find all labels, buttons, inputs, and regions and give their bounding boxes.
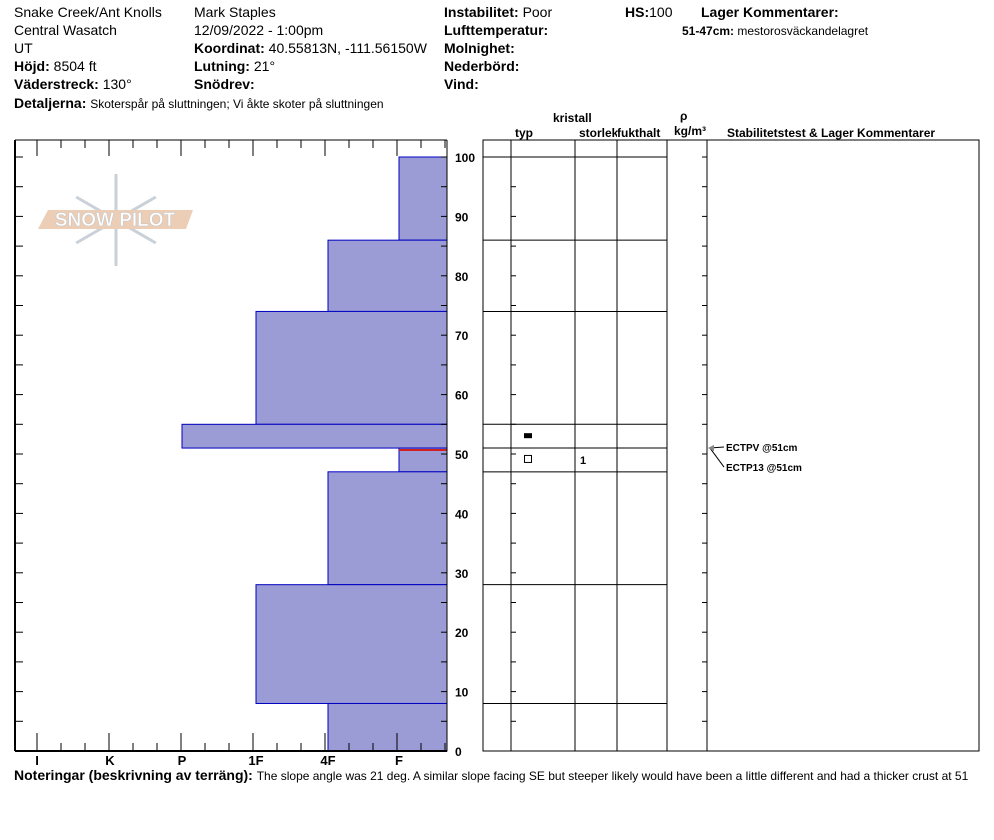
x-tick-label: I <box>35 753 39 768</box>
hardness-layer-4 <box>398 447 448 473</box>
hardness-layer-2 <box>255 310 448 425</box>
arrow-head-icon <box>708 445 714 452</box>
stability-test: ECTP13 @51cm <box>726 463 802 474</box>
layer-comment: 51-47cm: mestorosväckandelagret <box>682 24 869 38</box>
y-tick-label: 10 <box>455 686 469 700</box>
logo-text: SNOW PILOT <box>55 210 176 231</box>
header-moisture: fukthalt <box>617 126 661 140</box>
x-tick-label: P <box>178 753 187 768</box>
hs: HS:100 <box>625 4 673 20</box>
coordinates: Koordinat: 40.55813N, -111.56150W <box>194 40 427 56</box>
y-tick-label: 80 <box>455 270 469 284</box>
header-crystal: kristall <box>553 111 592 125</box>
slope: Lutning: 21° <box>194 58 276 74</box>
range: Central Wasatch <box>14 22 117 38</box>
y-tick-label: 100 <box>455 151 475 165</box>
state: UT <box>14 40 33 56</box>
elevation: Höjd: 8504 ft <box>14 58 97 74</box>
hardness-layer-5 <box>327 471 448 586</box>
faceted-crystal-icon <box>524 454 532 463</box>
header-rho: ρ <box>680 109 688 123</box>
y-tick-label: 50 <box>455 448 469 462</box>
precip: Nederbörd: <box>444 58 520 74</box>
y-tick-label: 0 <box>455 745 462 759</box>
hardness-layer-6 <box>255 584 448 704</box>
sky: Molnighet: <box>444 40 515 56</box>
y-tick-label: 60 <box>455 389 469 403</box>
hardness-layer-7 <box>327 702 448 752</box>
x-tick-label: K <box>105 753 115 768</box>
wind: Vind: <box>444 76 479 92</box>
layer-table <box>482 139 980 752</box>
hardness-layer-3 <box>181 423 448 449</box>
stability-test: ECTPV @51cm <box>726 443 798 454</box>
grain-size: 1 <box>580 455 586 467</box>
details: Detaljerna: Skoterspår på sluttningen; V… <box>14 95 384 111</box>
header-size: storlek <box>579 126 617 140</box>
melt-freeze-crust-icon <box>524 433 532 439</box>
x-tick-label: 4F <box>320 753 335 768</box>
air-temp: Lufttemperatur: <box>444 22 549 38</box>
hardness-layer-1 <box>327 239 448 312</box>
y-tick-label: 70 <box>455 329 469 343</box>
notes: Noteringar (beskrivning av terräng): The… <box>14 767 969 783</box>
location: Snake Creek/Ant Knolls <box>14 4 162 20</box>
wind-loading: Snödrev: <box>194 76 255 92</box>
y-tick-label: 40 <box>455 507 469 521</box>
y-tick-label: 90 <box>455 210 469 224</box>
instability: Instabilitet: Poor <box>444 4 553 20</box>
header-type: typ <box>515 126 533 140</box>
y-tick-label: 30 <box>455 567 469 581</box>
datetime: 12/09/2022 - 1:00pm <box>194 22 324 38</box>
logo-banner <box>38 210 193 229</box>
test-arrow <box>709 447 725 468</box>
header-density: kg/m³ <box>674 124 707 138</box>
y-tick-label: 20 <box>455 626 469 640</box>
x-tick-label: F <box>395 753 403 768</box>
x-tick-label: 1F <box>248 753 263 768</box>
aspect: Väderstreck: 130° <box>14 76 132 92</box>
hardness-layer-0 <box>398 156 448 241</box>
observer: Mark Staples <box>194 4 276 20</box>
layer-comments-label: Lager Kommentarer: <box>701 4 839 20</box>
header-stability: Stabilitetstest & Lager Kommentarer <box>727 126 936 140</box>
